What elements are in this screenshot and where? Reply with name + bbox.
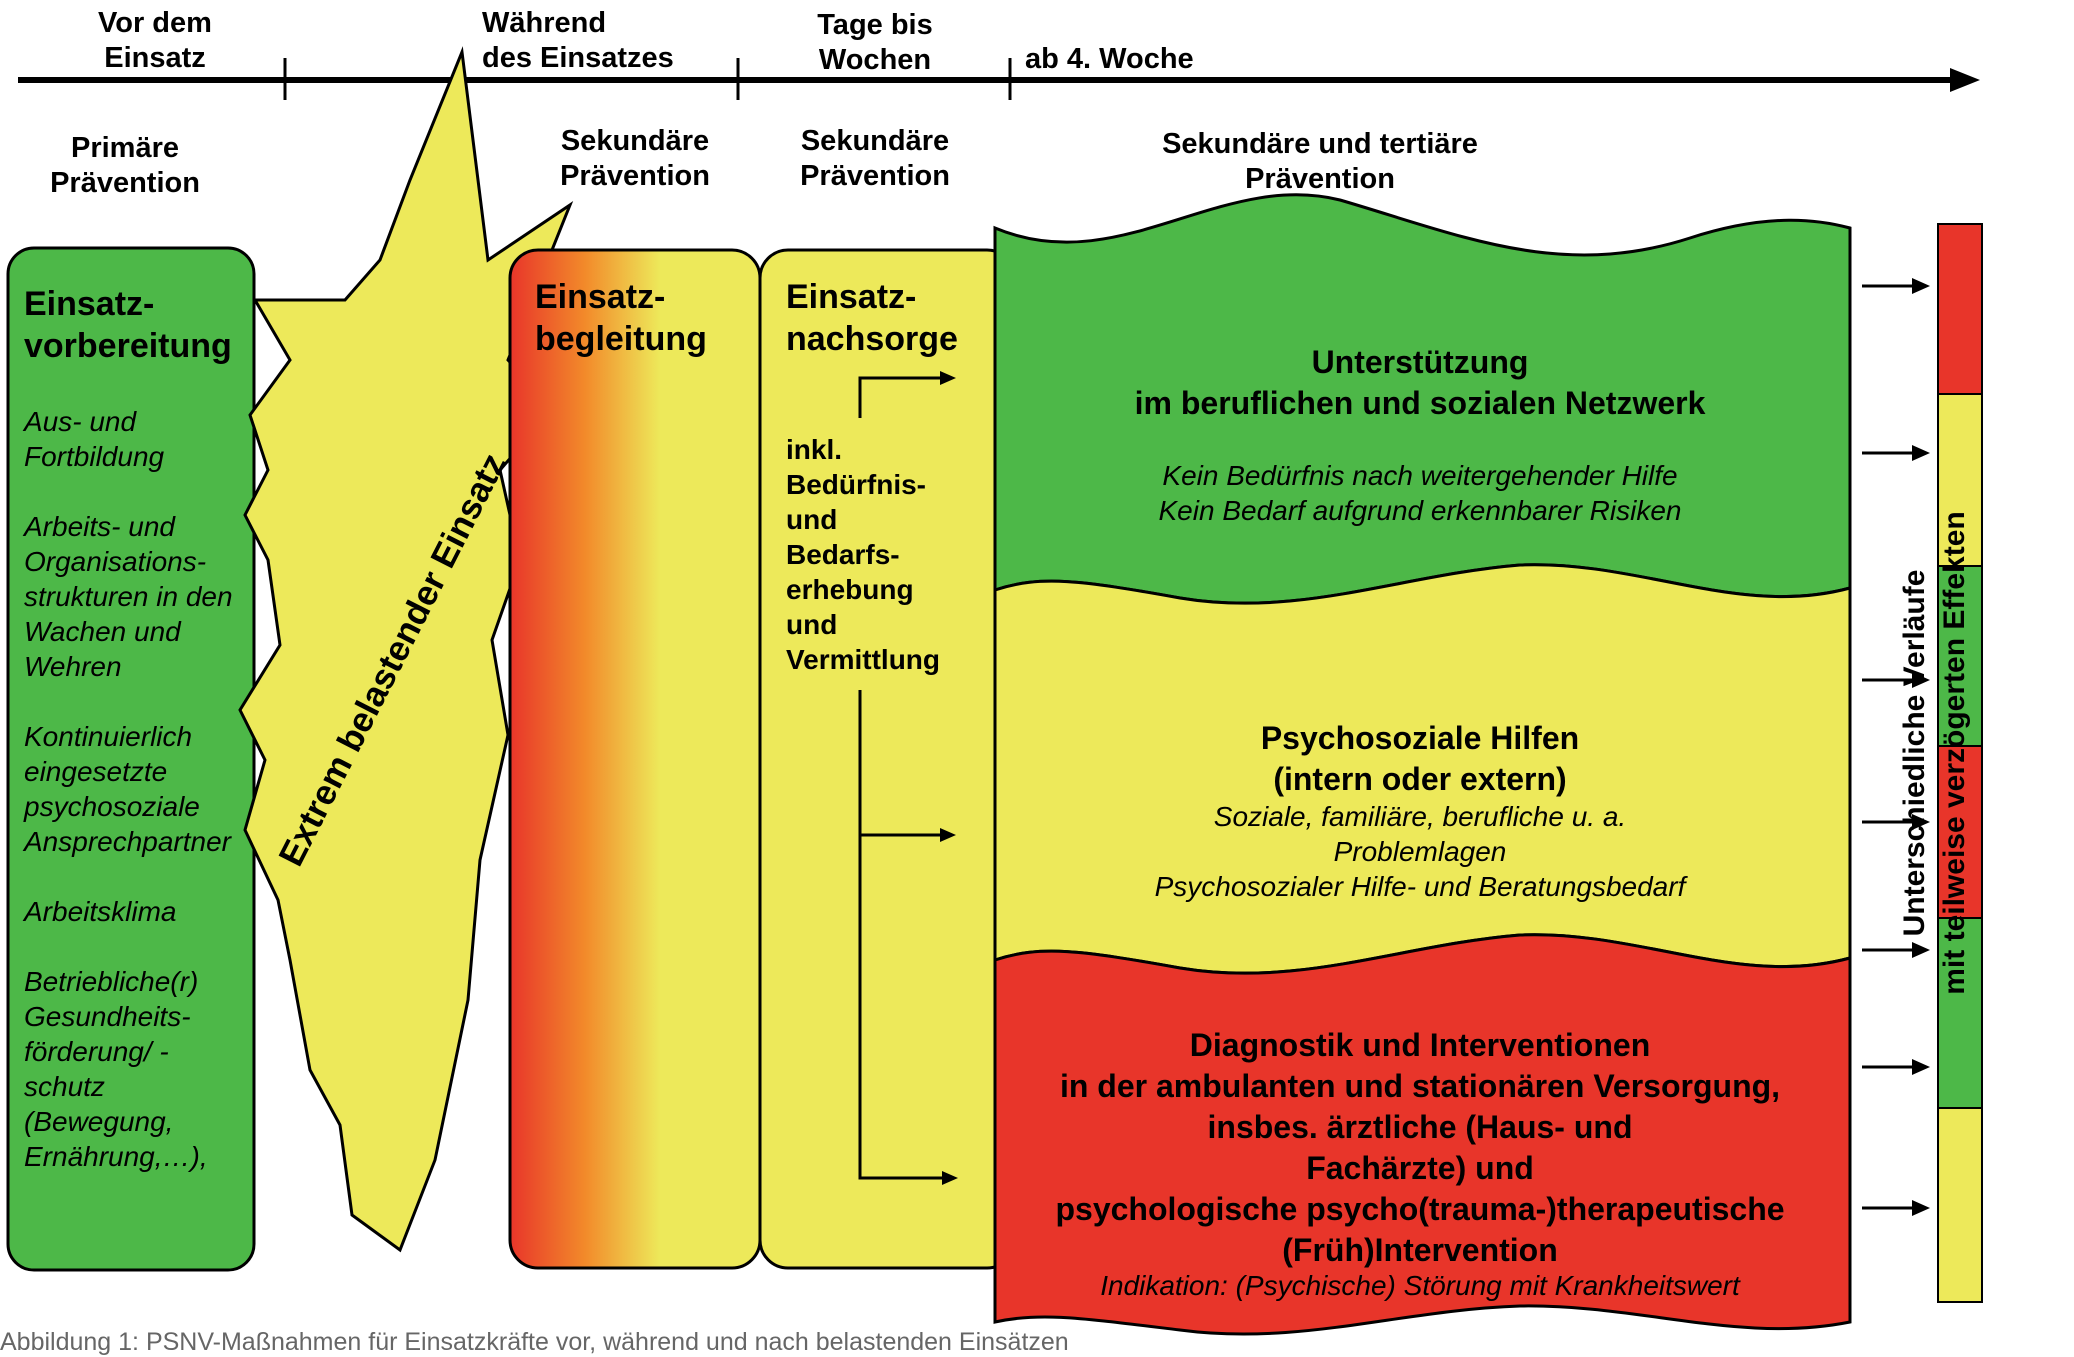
preparation-item: Arbeits- und Organisations- strukturen i…: [24, 511, 233, 682]
phase-during: Während des Einsatzes: [482, 7, 674, 74]
outcomes-label: Unterschiedliche Verläufe mit teilweise …: [1898, 511, 1971, 995]
aftercare-title: Einsatz- nachsorge: [786, 278, 958, 358]
accompaniment-title: Einsatz- begleitung: [535, 278, 707, 358]
aftercare-connector-top: [858, 376, 942, 418]
phase-week4: ab 4. Woche: [1025, 43, 1194, 75]
preparation-box: [6, 246, 256, 1272]
prevention-secondary-after: Sekundäre Prävention: [800, 125, 950, 192]
aftercare-box: [758, 248, 1017, 1270]
diagnostics-indication: Indikation: (Psychische) Störung mit Kra…: [1100, 1270, 1740, 1301]
arrowhead: [940, 828, 956, 842]
arrowhead: [940, 371, 956, 385]
aftercare-text: inkl. Bedürfnis- und Bedarfs- erhebung u…: [786, 434, 941, 675]
outcome-segment: [1937, 917, 1983, 1109]
aftercare-connector-bottom: [858, 690, 944, 1180]
outcome-segment: [1937, 565, 1983, 747]
psychosocial-line: Psychosozialer Hilfe- und Beratungsbedar…: [1154, 871, 1686, 902]
preparation-item: Arbeitsklima: [24, 896, 177, 927]
prevention-secondary-during: Sekundäre Prävention: [560, 125, 710, 192]
phase-before: Vor dem Einsatz: [98, 7, 212, 74]
preparation-title: Einsatz- vorbereitung: [24, 285, 232, 365]
prevention-secondary-tertiary: Sekundäre und tertiäre Prävention: [1162, 128, 1478, 195]
diagnostics-band: [993, 933, 1852, 1336]
psychosocial-line: Problemlagen: [1333, 836, 1507, 867]
psychosocial-title: Psychosoziale Hilfen (intern oder extern…: [1260, 720, 1580, 797]
arrowhead: [942, 1171, 958, 1185]
network-line: Kein Bedarf aufgrund erkennbarer Risiken: [1158, 495, 1682, 526]
figure-caption: Abbildung 1: PSNV-Maßnahmen für Einsatzk…: [0, 1328, 1069, 1356]
preparation-item: Betriebliche(r) Gesundheits- förderung/ …: [24, 966, 208, 1172]
preparation-item: Kontinuierlich eingesetzte psychosoziale…: [24, 721, 232, 857]
preparation-list: Aus- und Fortbildung Arbeits- und Organi…: [24, 404, 260, 1174]
network-line: Kein Bedürfnis nach weitergehender Hilfe: [1162, 460, 1678, 491]
psychosocial-line: Soziale, familiäre, berufliche u. a.: [1213, 801, 1627, 832]
burst-shape: [238, 46, 574, 1253]
outcome-segment: [1937, 745, 1983, 919]
outcome-segment: [1937, 393, 1983, 567]
phase-days-weeks: Tage bis Wochen: [817, 9, 933, 76]
network-lines: Kein Bedürfnis nach weitergehender Hilfe…: [1060, 458, 1780, 528]
network-title: Unterstützung im beruflichen und soziale…: [1134, 344, 1706, 421]
psychosocial-lines: Soziale, familiäre, berufliche u. a. Pro…: [1060, 799, 1780, 904]
outcome-bar: [1937, 223, 1983, 1303]
timeline-arrowhead: [1950, 68, 1980, 92]
prevention-primary: Primäre Prävention: [50, 132, 200, 199]
diagnostics-title: Diagnostik und Interventionen in der amb…: [1055, 1027, 1785, 1268]
preparation-item: Aus- und Fortbildung: [24, 406, 165, 472]
outcome-arrows: [1862, 278, 1930, 1216]
outcome-segment: [1937, 223, 1983, 395]
accompaniment-box: [508, 248, 762, 1270]
outcome-segment: [1937, 1107, 1983, 1303]
